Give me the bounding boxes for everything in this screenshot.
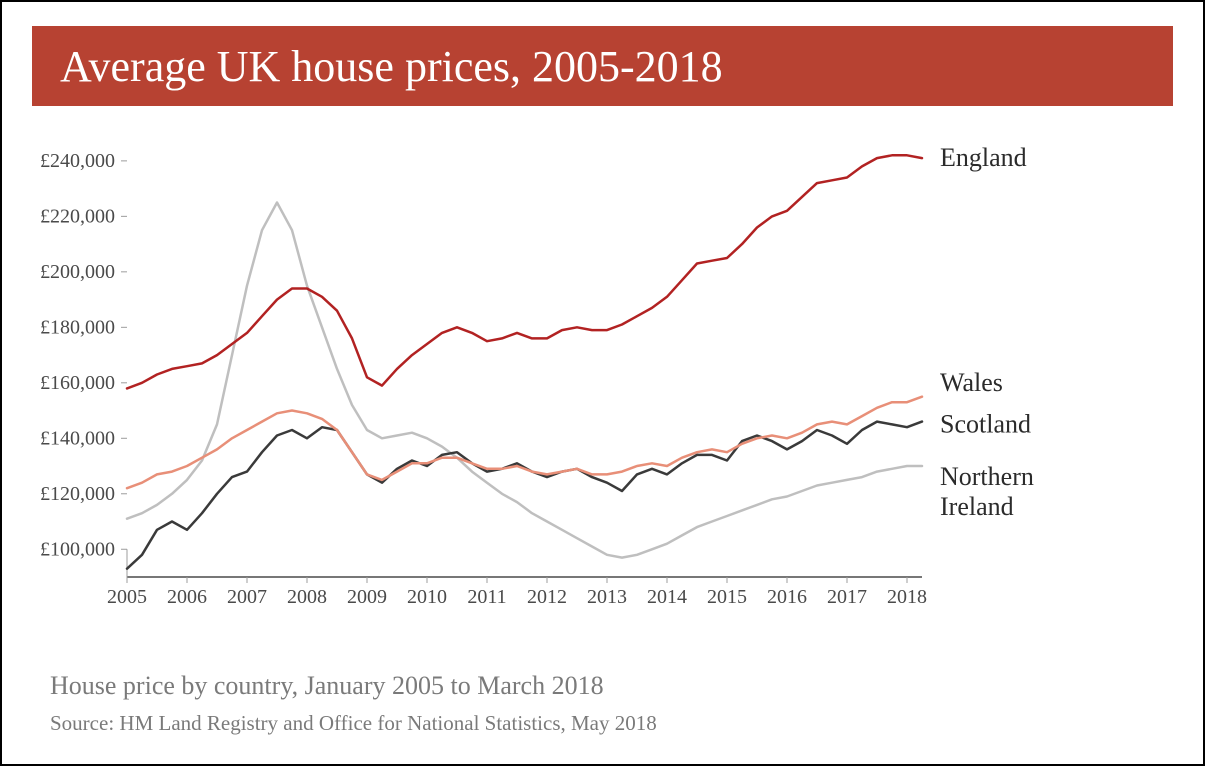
series-northern-ireland	[127, 203, 922, 558]
line-chart: £100,000 £120,000 £140,000 £160,000 £180,000…	[32, 137, 1172, 637]
y-tick-label: £240,000	[40, 150, 115, 172]
y-tick-label: £200,000	[40, 261, 115, 283]
x-tick-label: 2009	[347, 586, 387, 608]
series-england	[127, 155, 922, 388]
title-bar: Average UK house prices, 2005-2018	[32, 26, 1173, 106]
series-label-scotland: Scotland	[940, 409, 1031, 438]
x-tick-label: 2018	[887, 586, 927, 608]
x-tick-label: 2012	[527, 586, 567, 608]
x-tick-label: 2008	[287, 586, 327, 608]
y-tick-label: £180,000	[40, 316, 115, 338]
chart-subtitle: House price by country, January 2005 to …	[50, 671, 657, 701]
x-tick-label: 2006	[167, 586, 207, 608]
chart-frame: Average UK house prices, 2005-2018 £100,…	[0, 0, 1205, 766]
x-tick-label: 2011	[467, 586, 506, 608]
x-tick-label: 2016	[767, 586, 807, 608]
series-scotland	[127, 422, 922, 569]
x-tick-label: 2010	[407, 586, 447, 608]
series-wales	[127, 397, 922, 489]
y-tick-label: £220,000	[40, 205, 115, 227]
chart-area: £100,000 £120,000 £140,000 £160,000 £180,000…	[32, 137, 1072, 607]
series-label-northern-ireland: Northern	[940, 462, 1034, 491]
x-tick-label: 2013	[587, 586, 627, 608]
series-label-northern-ireland: Ireland	[940, 492, 1014, 521]
y-tick-label: £160,000	[40, 372, 115, 394]
y-tick-label: £120,000	[40, 483, 115, 505]
x-tick-label: 2017	[827, 586, 867, 608]
x-tick-label: 2007	[227, 586, 267, 608]
series-label-england: England	[940, 143, 1027, 172]
chart-footer: House price by country, January 2005 to …	[50, 671, 657, 736]
y-tick-label: £140,000	[40, 427, 115, 449]
chart-title: Average UK house prices, 2005-2018	[60, 41, 723, 92]
x-tick-label: 2005	[107, 586, 147, 608]
x-tick-label: 2015	[707, 586, 747, 608]
chart-source: Source: HM Land Registry and Office for …	[50, 711, 657, 736]
y-tick-label: £100,000	[40, 538, 115, 560]
x-tick-label: 2014	[647, 586, 687, 608]
series-label-wales: Wales	[940, 368, 1003, 397]
